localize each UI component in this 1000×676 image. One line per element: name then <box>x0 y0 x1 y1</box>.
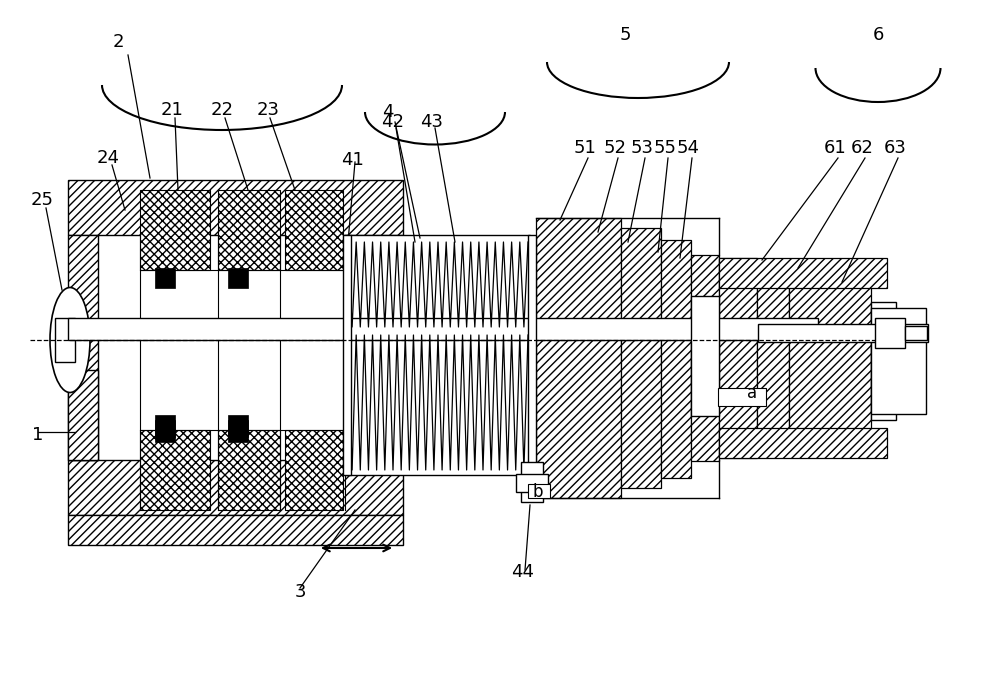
Bar <box>68 180 403 235</box>
Bar <box>155 268 175 288</box>
Ellipse shape <box>50 287 90 393</box>
Bar <box>758 324 928 342</box>
Text: 2: 2 <box>112 33 124 51</box>
Bar <box>68 370 98 460</box>
Text: 41: 41 <box>341 151 363 169</box>
Bar <box>719 428 887 458</box>
Text: 54: 54 <box>676 139 700 157</box>
Bar <box>343 235 351 475</box>
Text: 5: 5 <box>619 26 631 44</box>
Text: 42: 42 <box>382 113 404 131</box>
Bar <box>871 308 926 414</box>
Text: 25: 25 <box>30 191 54 209</box>
Bar <box>521 462 543 502</box>
Bar <box>516 474 548 492</box>
Bar <box>719 258 757 458</box>
Text: 62: 62 <box>851 139 873 157</box>
Bar <box>905 326 927 340</box>
Text: 44: 44 <box>512 563 534 581</box>
Bar <box>691 296 719 416</box>
Text: 51: 51 <box>574 139 596 157</box>
Bar <box>285 190 343 270</box>
Bar <box>218 190 280 270</box>
Bar <box>218 430 280 510</box>
Text: 23: 23 <box>256 101 280 119</box>
Bar <box>228 268 248 288</box>
Bar <box>536 218 621 498</box>
Bar <box>757 270 789 448</box>
Bar <box>875 318 905 348</box>
Bar <box>55 318 75 362</box>
Bar <box>140 430 210 510</box>
Bar <box>68 235 98 460</box>
Bar <box>528 484 550 498</box>
Bar <box>621 228 661 488</box>
Bar <box>68 318 818 340</box>
Bar <box>661 240 691 478</box>
Text: b: b <box>533 483 543 501</box>
Bar <box>789 282 871 437</box>
Text: 4: 4 <box>382 103 394 121</box>
Bar <box>718 388 766 406</box>
Text: a: a <box>747 384 757 402</box>
Text: 43: 43 <box>420 113 444 131</box>
Bar <box>155 420 175 442</box>
Bar <box>228 420 248 442</box>
Text: 22: 22 <box>210 101 234 119</box>
Bar <box>155 415 175 437</box>
Bar <box>719 258 887 288</box>
Bar <box>140 190 210 270</box>
Bar <box>68 515 403 545</box>
Text: 63: 63 <box>884 139 906 157</box>
Text: 61: 61 <box>824 139 846 157</box>
Text: 53: 53 <box>631 139 654 157</box>
Bar <box>345 235 530 475</box>
Text: 55: 55 <box>654 139 676 157</box>
Text: 1: 1 <box>32 426 44 444</box>
Text: 3: 3 <box>294 583 306 601</box>
Bar <box>68 460 403 515</box>
Bar <box>871 302 896 420</box>
Text: 52: 52 <box>604 139 626 157</box>
Text: 6: 6 <box>872 26 884 44</box>
Bar <box>285 430 343 510</box>
Text: 21: 21 <box>161 101 183 119</box>
Bar <box>228 415 248 437</box>
Bar <box>691 255 719 461</box>
Text: 24: 24 <box>96 149 120 167</box>
Bar <box>528 235 536 475</box>
